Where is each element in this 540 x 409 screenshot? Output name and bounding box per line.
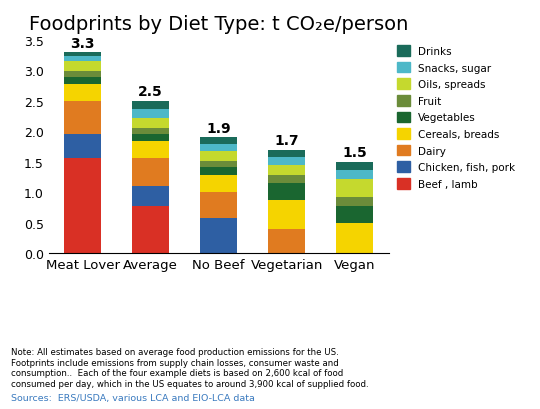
Bar [132,119,170,128]
Bar [268,150,305,157]
Bar [268,230,305,254]
Bar [268,175,305,184]
Bar [336,171,373,180]
Bar [200,138,238,144]
Bar [336,223,373,254]
Bar [336,162,373,171]
Bar [64,53,102,57]
Bar [336,206,373,223]
Bar [132,207,170,254]
Bar [200,219,238,254]
Bar [132,142,170,158]
Bar [132,102,170,110]
Bar [64,78,102,85]
Text: Sources:  ERS/USDA, various LCA and EIO-LCA data: Sources: ERS/USDA, various LCA and EIO-L… [11,393,255,402]
Bar [64,72,102,78]
Text: 2.5: 2.5 [138,85,163,99]
Bar [132,135,170,142]
Bar [200,192,238,219]
Text: 1.7: 1.7 [274,134,299,148]
Bar [64,62,102,72]
Bar [336,198,373,206]
Text: Note: All estimates based on average food production emissions for the US.
Footp: Note: All estimates based on average foo… [11,348,368,388]
Bar [336,180,373,198]
Bar [132,128,170,135]
Bar [64,158,102,254]
Bar [200,167,238,176]
Bar [132,158,170,186]
Bar [268,184,305,201]
Bar [268,166,305,175]
Text: 1.9: 1.9 [206,122,231,136]
Bar [64,135,102,158]
Bar [132,110,170,119]
Bar [200,144,238,151]
Text: 1.5: 1.5 [342,146,367,160]
Bar [268,157,305,166]
Bar [132,186,170,207]
Bar [200,176,238,192]
Bar [268,201,305,230]
Bar [200,151,238,161]
Text: 3.3: 3.3 [71,37,95,51]
Bar [64,57,102,62]
Bar [64,102,102,135]
Legend: Drinks, Snacks, sugar, Oils, spreads, Fruit, Vegetables, Cereals, breads, Dairy,: Drinks, Snacks, sugar, Oils, spreads, Fr… [397,46,515,189]
Bar [64,85,102,102]
Title: Foodprints by Diet Type: t CO₂e/person: Foodprints by Diet Type: t CO₂e/person [29,15,408,34]
Bar [200,161,238,167]
